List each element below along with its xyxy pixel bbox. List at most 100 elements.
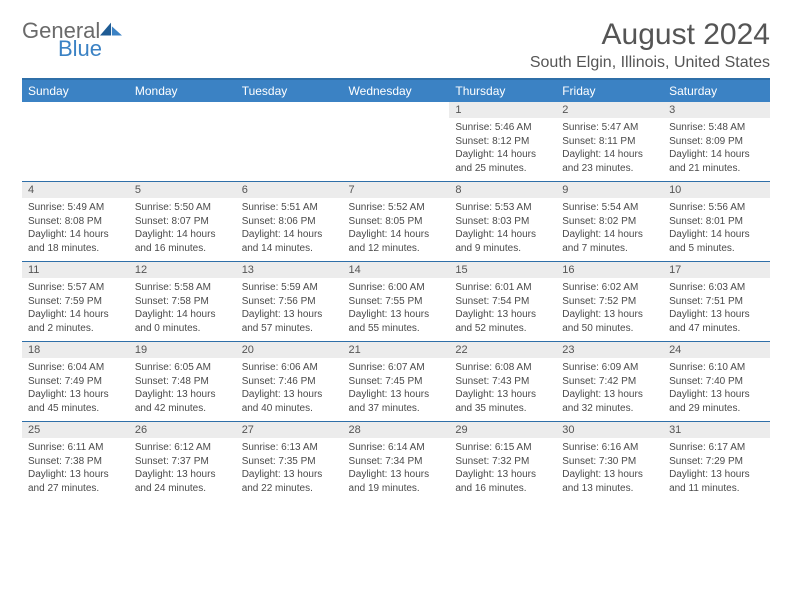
sunset-text: Sunset: 7:49 PM [28, 375, 123, 389]
day-details: Sunrise: 5:53 AMSunset: 8:03 PMDaylight:… [449, 198, 556, 261]
sunrise-text: Sunrise: 6:12 AM [135, 441, 230, 455]
sunrise-text: Sunrise: 6:00 AM [349, 281, 444, 295]
sunrise-text: Sunrise: 6:09 AM [562, 361, 657, 375]
day-number: 26 [129, 422, 236, 438]
day-number: 14 [343, 262, 450, 278]
daylight-text: Daylight: 13 hours and 11 minutes. [669, 468, 764, 495]
sunset-text: Sunset: 8:01 PM [669, 215, 764, 229]
calendar-cell: 15Sunrise: 6:01 AMSunset: 7:54 PMDayligh… [449, 262, 556, 342]
weekday-header-row: SundayMondayTuesdayWednesdayThursdayFrid… [22, 80, 770, 102]
day-number: 23 [556, 342, 663, 358]
calendar-cell: 14 Sunrise: 6:00 AMSunset: 7:55 PMDayligh… [343, 262, 450, 342]
day-number: 22 [449, 342, 556, 358]
location-subtitle: South Elgin, Illinois, United States [530, 54, 770, 72]
sunrise-text: Sunrise: 5:54 AM [562, 201, 657, 215]
sunset-text: Sunset: 7:58 PM [135, 295, 230, 309]
daylight-text: Daylight: 14 hours and 5 minutes. [669, 228, 764, 255]
daylight-text: Daylight: 14 hours and 0 minutes. [135, 308, 230, 335]
daylight-text: Daylight: 14 hours and 23 minutes. [562, 148, 657, 175]
calendar-cell: 25Sunrise: 6:11 AMSunset: 7:38 PMDayligh… [22, 422, 129, 502]
day-details: Sunrise: 6:14 AMSunset: 7:34 PMDaylight:… [343, 438, 450, 501]
logo-sail-icon [100, 22, 122, 38]
calendar-cell: 11Sunrise: 5:57 AMSunset: 7:59 PMDayligh… [22, 262, 129, 342]
calendar-cell [129, 102, 236, 182]
calendar-cell: 24Sunrise: 6:10 AMSunset: 7:40 PMDayligh… [663, 342, 770, 422]
calendar-cell: 16Sunrise: 6:02 AMSunset: 7:52 PMDayligh… [556, 262, 663, 342]
day-details: Sunrise: 6:01 AMSunset: 7:54 PMDaylight:… [449, 278, 556, 341]
calendar-week-row: 18 Sunrise: 6:04 AMSunset: 7:49 PM Dayligh… [22, 342, 770, 422]
day-details: Sunrise: 5:48 AMSunset: 8:09 PMDaylight:… [663, 118, 770, 181]
calendar-week-row: 11Sunrise: 5:57 AMSunset: 7:59 PMDayligh… [22, 262, 770, 342]
daylight-text: Daylight: 13 hours and 16 minutes. [455, 468, 550, 495]
sunset-text: Sunset: 7:56 PM [242, 295, 337, 309]
daylight-text: Daylight: 13 hours and 55 minutes. [349, 308, 444, 335]
month-title: August 2024 [530, 18, 770, 52]
day-number: 16 [556, 262, 663, 278]
sunset-text: Sunset: 8:03 PM [455, 215, 550, 229]
day-number: 21 [343, 342, 450, 358]
calendar-cell: 17Sunrise: 6:03 AMSunset: 7:51 PMDayligh… [663, 262, 770, 342]
sunrise-text: Sunrise: 6:10 AM [669, 361, 764, 375]
sunrise-text: Sunrise: 6:04 AM [28, 361, 123, 375]
day-details: Sunrise: 6:10 AMSunset: 7:40 PMDaylight:… [663, 358, 770, 421]
sunset-text: Sunset: 7:48 PM [135, 375, 230, 389]
sunrise-text: Sunrise: 5:48 AM [669, 121, 764, 135]
daylight-text: Daylight: 14 hours and 9 minutes. [455, 228, 550, 255]
weekday-header: Friday [556, 80, 663, 102]
calendar-cell: 20Sunrise: 6:06 AMSunset: 7:46 PMDayligh… [236, 342, 343, 422]
day-number: 31 [663, 422, 770, 438]
day-number: 7 [343, 182, 450, 198]
sunset-text: Sunset: 7:43 PM [455, 375, 550, 389]
day-details: Sunrise: 5:54 AMSunset: 8:02 PMDaylight:… [556, 198, 663, 261]
day-number: 15 [449, 262, 556, 278]
day-details: Sunrise: 5:56 AMSunset: 8:01 PMDaylight:… [663, 198, 770, 261]
sunrise-text: Sunrise: 5:53 AM [455, 201, 550, 215]
day-number: 5 [129, 182, 236, 198]
calendar-cell: 8Sunrise: 5:53 AMSunset: 8:03 PMDaylight… [449, 182, 556, 262]
day-details: Sunrise: 6:02 AMSunset: 7:52 PMDaylight:… [556, 278, 663, 341]
day-number: 11 [22, 262, 129, 278]
day-number: 3 [663, 102, 770, 118]
sunset-text: Sunset: 7:34 PM [349, 455, 444, 469]
logo: General Blue [22, 18, 132, 60]
calendar-cell: 12Sunrise: 5:58 AMSunset: 7:58 PMDayligh… [129, 262, 236, 342]
daylight-text: Daylight: 13 hours and 35 minutes. [455, 388, 550, 415]
daylight-text: Daylight: 14 hours and 14 minutes. [242, 228, 337, 255]
sunset-text: Sunset: 8:08 PM [28, 215, 123, 229]
sunset-text: Sunset: 7:59 PM [28, 295, 123, 309]
calendar-week-row: 4Sunrise: 5:49 AMSunset: 8:08 PMDaylight… [22, 182, 770, 262]
weekday-header: Monday [129, 80, 236, 102]
calendar-week-row: 1Sunrise: 5:46 AMSunset: 8:12 PMDaylight… [22, 102, 770, 182]
calendar-cell: 7Sunrise: 5:52 AMSunset: 8:05 PMDaylight… [343, 182, 450, 262]
calendar-cell: 4Sunrise: 5:49 AMSunset: 8:08 PMDaylight… [22, 182, 129, 262]
calendar-cell: 30Sunrise: 6:16 AMSunset: 7:30 PMDayligh… [556, 422, 663, 502]
calendar-cell: 1Sunrise: 5:46 AMSunset: 8:12 PMDaylight… [449, 102, 556, 182]
daylight-text: Daylight: 13 hours and 22 minutes. [242, 468, 337, 495]
calendar-table: SundayMondayTuesdayWednesdayThursdayFrid… [22, 80, 770, 501]
daylight-text: Daylight: 14 hours and 7 minutes. [562, 228, 657, 255]
calendar-cell: 26Sunrise: 6:12 AMSunset: 7:37 PMDayligh… [129, 422, 236, 502]
calendar-cell: 21Sunrise: 6:07 AMSunset: 7:45 PMDayligh… [343, 342, 450, 422]
weekday-header: Sunday [22, 80, 129, 102]
day-number: 4 [22, 182, 129, 198]
day-number: 28 [343, 422, 450, 438]
sunrise-text: Sunrise: 5:59 AM [242, 281, 337, 295]
daylight-text: Daylight: 14 hours and 25 minutes. [455, 148, 550, 175]
daylight-text: Daylight: 13 hours and 40 minutes. [242, 388, 337, 415]
sunset-text: Sunset: 8:05 PM [349, 215, 444, 229]
sunrise-text: Sunrise: 6:15 AM [455, 441, 550, 455]
daylight-text: Daylight: 14 hours and 2 minutes. [28, 308, 123, 335]
sunset-text: Sunset: 8:07 PM [135, 215, 230, 229]
sunrise-text: Sunrise: 6:17 AM [669, 441, 764, 455]
sunset-text: Sunset: 7:55 PM [349, 295, 444, 309]
sunrise-text: Sunrise: 6:11 AM [28, 441, 123, 455]
weekday-header: Wednesday [343, 80, 450, 102]
daylight-text: Daylight: 13 hours and 47 minutes. [669, 308, 764, 335]
day-number: 18 [22, 342, 129, 358]
title-block: August 2024 South Elgin, Illinois, Unite… [530, 18, 770, 72]
daylight-text: Daylight: 13 hours and 13 minutes. [562, 468, 657, 495]
sunrise-text: Sunrise: 6:02 AM [562, 281, 657, 295]
day-number: 19 [129, 342, 236, 358]
daylight-text: Daylight: 13 hours and 42 minutes. [135, 388, 230, 415]
day-details: Sunrise: 5:57 AMSunset: 7:59 PMDaylight:… [22, 278, 129, 341]
